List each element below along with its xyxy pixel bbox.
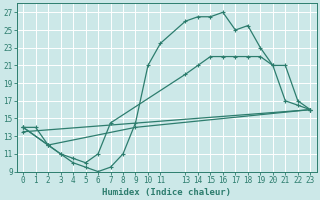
X-axis label: Humidex (Indice chaleur): Humidex (Indice chaleur) xyxy=(102,188,231,197)
